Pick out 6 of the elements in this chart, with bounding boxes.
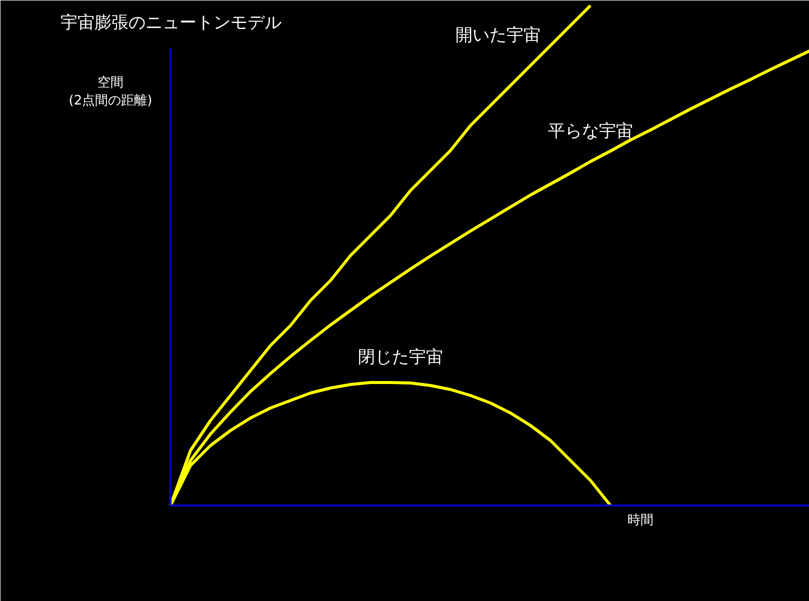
y-axis-title: 空間 (2点間の距離) [68,76,152,108]
series-label: 平らな宇宙 [548,122,633,142]
text: 宇宙膨張のニュートンモデル [60,13,282,33]
series-label: 開いた宇宙 [456,26,540,46]
x-axis-title: 時間 [628,513,654,528]
series-label: 閉じた宇宙 [358,348,443,368]
